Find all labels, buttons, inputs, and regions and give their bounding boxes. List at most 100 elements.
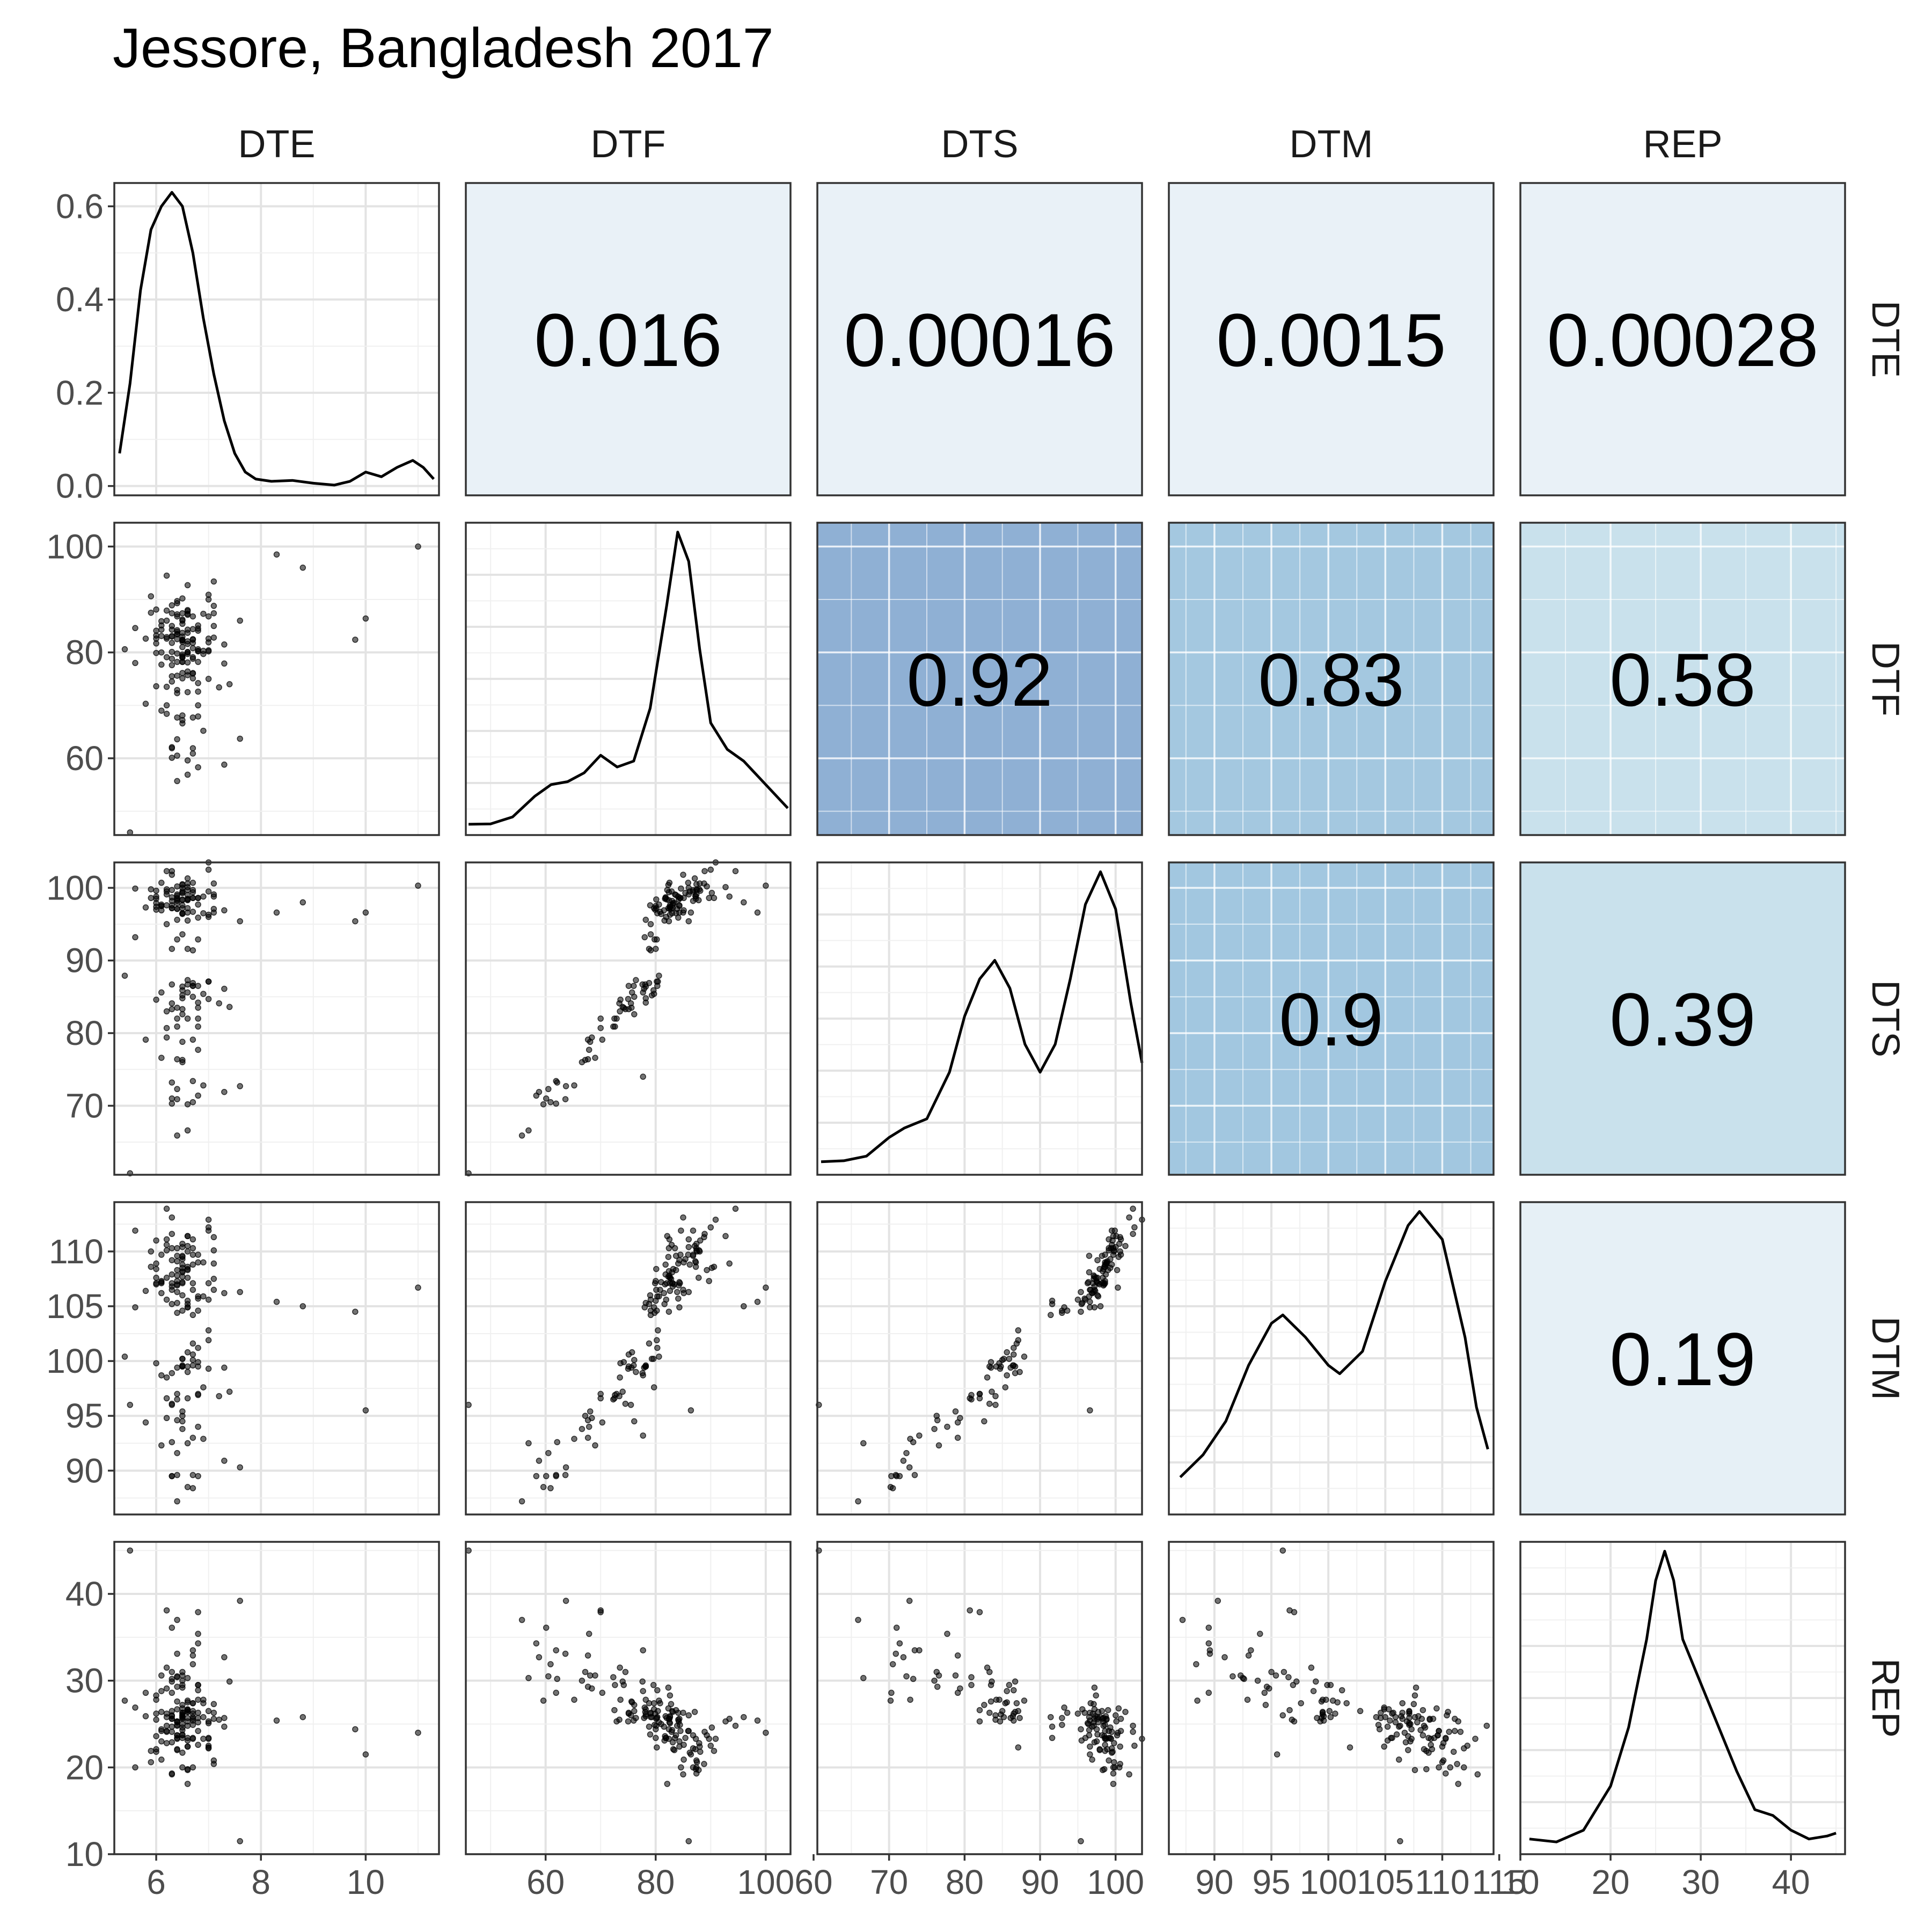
scatter-point bbox=[1130, 1722, 1136, 1729]
column-strip-rep: REP bbox=[1643, 123, 1722, 166]
scatter-point bbox=[665, 882, 672, 888]
scatter-point bbox=[237, 1598, 243, 1604]
scatter-point bbox=[195, 999, 201, 1006]
scatter-point bbox=[1436, 1728, 1442, 1735]
scatter-points bbox=[121, 859, 421, 1177]
scatter-point bbox=[553, 1472, 559, 1479]
x-tick-label: 105 bbox=[1357, 1863, 1414, 1901]
scatter-point bbox=[205, 613, 212, 620]
scatter-point bbox=[616, 1716, 623, 1723]
correlation-cell-bg bbox=[1520, 1202, 1845, 1514]
scatter-point bbox=[142, 1689, 149, 1696]
scatter-point bbox=[1399, 1700, 1406, 1707]
row-strip-labels: DTE DTF DTS DTM REP bbox=[1864, 301, 1907, 1738]
scatter-point bbox=[174, 1015, 180, 1022]
scatter-point bbox=[1126, 1214, 1132, 1221]
scatter-point bbox=[163, 1740, 170, 1746]
scatter-point bbox=[174, 778, 180, 785]
scatter-point bbox=[142, 1036, 149, 1043]
scatter-point bbox=[200, 1293, 207, 1300]
scatter-point bbox=[153, 903, 159, 910]
scatter-point bbox=[540, 1697, 547, 1704]
scatter-point bbox=[195, 1473, 201, 1480]
scatter-point bbox=[579, 1425, 586, 1432]
scatter-point bbox=[631, 1357, 638, 1363]
scatter-point bbox=[221, 1458, 228, 1464]
scatter-point bbox=[665, 918, 672, 925]
scatter-point bbox=[543, 1624, 550, 1631]
scatter-point bbox=[174, 1309, 180, 1316]
scatter-point bbox=[200, 727, 207, 734]
scatter-point bbox=[1059, 1307, 1065, 1314]
scatter-point bbox=[163, 684, 170, 690]
scatter-point bbox=[1285, 1674, 1292, 1680]
scatter-point bbox=[654, 983, 661, 989]
scatter-point bbox=[554, 1675, 560, 1682]
scatter-point bbox=[896, 1473, 903, 1480]
scatter-point bbox=[900, 1654, 907, 1660]
scatter-point bbox=[415, 1729, 421, 1736]
scatter-point bbox=[1461, 1745, 1467, 1752]
scatter-point bbox=[584, 1435, 591, 1441]
scatter-point bbox=[352, 918, 358, 925]
scatter-point bbox=[205, 1296, 212, 1303]
scatter-point bbox=[1384, 1723, 1391, 1730]
scatter-point bbox=[691, 1242, 698, 1249]
scatter-point bbox=[665, 1254, 672, 1260]
scatter-point bbox=[132, 660, 138, 667]
panel-border bbox=[465, 182, 792, 496]
scatter-point bbox=[678, 1764, 684, 1771]
scatter-point bbox=[1419, 1732, 1426, 1739]
scatter-point bbox=[189, 670, 196, 676]
scatter-point bbox=[205, 1337, 212, 1344]
scatter-point bbox=[976, 1391, 983, 1397]
scatter-point bbox=[195, 1344, 201, 1351]
scatter-point bbox=[174, 598, 180, 604]
scatter-point bbox=[646, 946, 653, 952]
scatter-point bbox=[888, 1689, 895, 1696]
scatter-point bbox=[667, 1692, 674, 1699]
y-tick-label: 110 bbox=[49, 1232, 104, 1271]
scatter-point bbox=[169, 1729, 175, 1735]
scatter-point bbox=[169, 1723, 175, 1730]
scatter-point bbox=[650, 1682, 657, 1688]
panel-dtm-dtf bbox=[465, 1201, 792, 1516]
scatter-point bbox=[653, 896, 660, 903]
scatter-point bbox=[896, 1640, 903, 1646]
scatter-point bbox=[189, 655, 196, 662]
scatter-point bbox=[685, 1243, 692, 1250]
scatter-point bbox=[553, 1078, 559, 1085]
scatter-point bbox=[169, 610, 175, 617]
scatter-point bbox=[153, 640, 159, 647]
scatter-point bbox=[1433, 1705, 1440, 1712]
scatter-point bbox=[179, 1712, 186, 1719]
scatter-point bbox=[158, 1055, 165, 1061]
scatter-point bbox=[1086, 1732, 1093, 1739]
density-curve bbox=[469, 530, 789, 826]
scatter-point bbox=[163, 886, 170, 892]
scatter-point bbox=[299, 1714, 306, 1721]
scatter-point bbox=[1086, 1269, 1093, 1276]
scatter-point bbox=[158, 1442, 165, 1449]
scatter-point bbox=[1011, 1344, 1017, 1351]
scatter-point bbox=[352, 636, 358, 643]
scatter-point bbox=[189, 1245, 196, 1252]
scatter-point bbox=[582, 1413, 589, 1419]
x-tick-label: 80 bbox=[946, 1863, 984, 1901]
panel-dts-dtf bbox=[465, 859, 792, 1177]
scatter-point bbox=[169, 655, 175, 662]
scatter-point bbox=[1078, 1737, 1085, 1744]
scatter-point bbox=[132, 1704, 138, 1711]
x-tick-label: 70 bbox=[870, 1863, 908, 1901]
scatter-point bbox=[189, 745, 196, 751]
panel-bg bbox=[466, 862, 791, 1175]
scatter-point bbox=[1097, 1714, 1104, 1721]
correlation-cell-grid bbox=[1169, 523, 1494, 835]
scatter-point bbox=[299, 1303, 306, 1309]
scatter-point bbox=[665, 1268, 672, 1275]
scatter-point bbox=[184, 917, 191, 924]
scatter-point bbox=[676, 1279, 683, 1285]
scatter-point bbox=[610, 1674, 617, 1680]
scatter-point bbox=[195, 1363, 201, 1370]
scatter-point bbox=[1106, 1757, 1112, 1764]
